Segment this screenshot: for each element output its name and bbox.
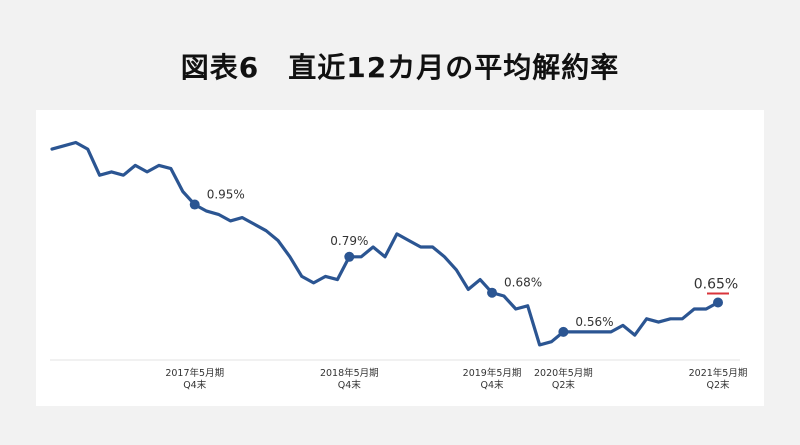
marker-layer: 0.95% 0.79% 0.68% 0.56% 0.65%: [189, 188, 738, 337]
x-tick-sublabel: Q2末: [552, 379, 576, 391]
chart-panel: 0.95% 0.79% 0.68% 0.56% 0.65% 2017年5月期 Q4末 201…: [36, 110, 764, 406]
x-tick-label: 2019年5月期: [463, 367, 522, 379]
x-tick-sublabel: Q4末: [481, 379, 505, 391]
tick-layer: 2017年5月期Q4末2018年5月期Q4末2019年5月期Q4末2020年5月…: [165, 367, 747, 391]
data-label: 0.56%: [575, 315, 613, 329]
x-tick-label: 2021年5月期: [689, 367, 748, 379]
data-point-marker: [558, 326, 569, 337]
data-label: 0.65%: [694, 277, 738, 293]
data-point-marker: [189, 199, 200, 210]
data-point-marker: [713, 297, 723, 308]
data-point-marker: [487, 287, 498, 298]
data-label: 0.68%: [504, 276, 542, 290]
series-layer: [50, 140, 720, 347]
chart-title: 図表6 直近12カ月の平均解約率: [180, 51, 620, 84]
series-line: [50, 140, 720, 347]
data-point-marker: [344, 251, 355, 262]
x-tick-sublabel: Q4末: [338, 379, 362, 391]
data-label: 0.95%: [207, 188, 245, 202]
x-tick-sublabel: Q4末: [183, 379, 207, 391]
x-tick-label: 2017年5月期: [165, 367, 224, 379]
data-label: 0.79%: [330, 234, 368, 248]
line-chart: 0.95%0.79%0.68%0.56%0.65% 2017年5月期Q4末201…: [50, 140, 747, 391]
x-tick-label: 2018年5月期: [320, 367, 379, 379]
x-tick-sublabel: Q2末: [706, 379, 730, 391]
x-tick-label: 2020年5月期: [534, 367, 593, 379]
